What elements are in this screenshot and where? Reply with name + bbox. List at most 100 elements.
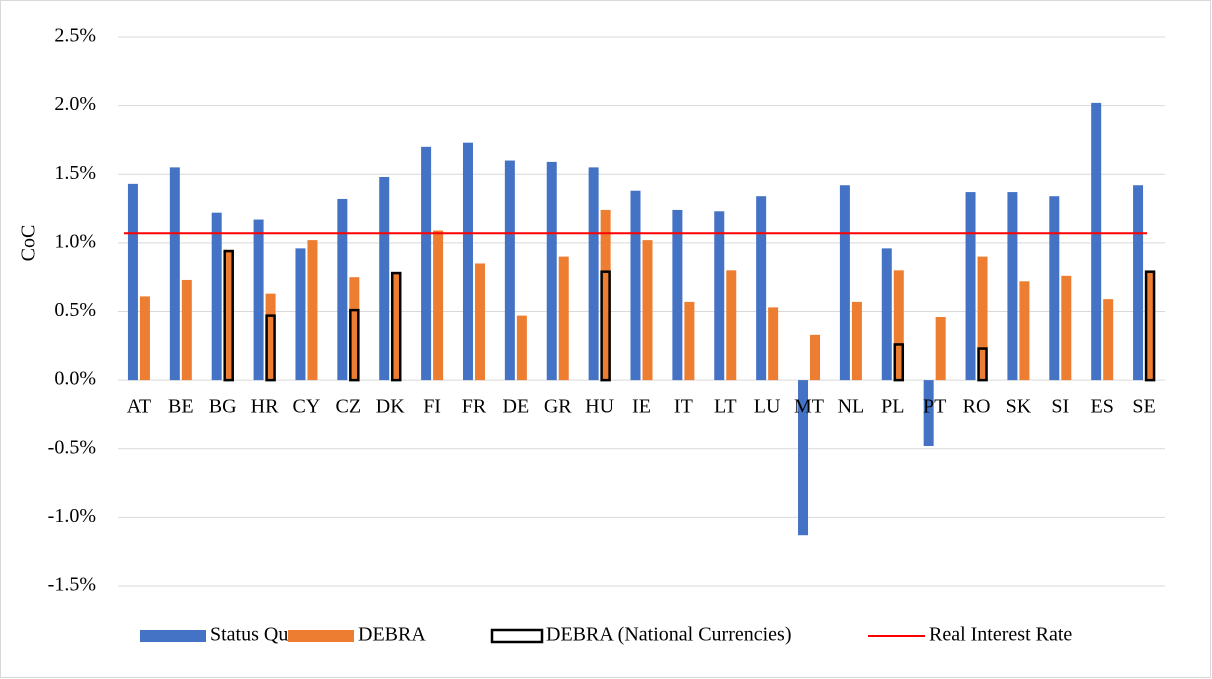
- x-tick-label: NL: [838, 396, 865, 418]
- legend-label: DEBRA (National Currencies): [546, 624, 792, 646]
- bar: [1019, 281, 1030, 381]
- bar: [600, 270, 611, 382]
- y-axis-label: CoC: [18, 225, 40, 262]
- bar: [379, 176, 390, 381]
- bar: [421, 146, 432, 381]
- bar: [253, 219, 264, 381]
- bar: [391, 273, 402, 381]
- bar: [851, 301, 862, 381]
- bar: [893, 270, 904, 381]
- bar: [1145, 271, 1156, 381]
- bar: [462, 142, 473, 381]
- legend-label: Status Quo: [210, 624, 298, 646]
- legend-swatch: [140, 630, 206, 642]
- legend-swatch: [288, 630, 354, 642]
- bar: [600, 209, 611, 381]
- bar: [1103, 299, 1114, 381]
- x-tick-label: CZ: [336, 396, 362, 418]
- x-tick-label: FR: [462, 396, 487, 418]
- bar: [433, 230, 444, 381]
- bar: [1007, 192, 1018, 381]
- x-tick-label: HU: [585, 396, 614, 418]
- x-tick-label: BE: [168, 396, 194, 418]
- bar: [756, 196, 767, 381]
- bar: [307, 240, 318, 381]
- y-tick-label: 2.0%: [54, 93, 96, 115]
- x-tick-label: IE: [632, 396, 651, 418]
- x-tick-label: DK: [376, 396, 405, 418]
- bar: [977, 347, 988, 382]
- bar: [881, 248, 892, 381]
- bar: [893, 343, 905, 382]
- x-tick-label: AT: [127, 396, 151, 418]
- bar: [558, 256, 569, 381]
- bar: [630, 190, 641, 381]
- bar: [516, 315, 527, 381]
- bar: [295, 248, 306, 381]
- bar: [181, 279, 192, 381]
- bar: [1061, 275, 1072, 381]
- y-tick-label: -0.5%: [48, 436, 96, 458]
- bar: [169, 167, 180, 381]
- bar: [642, 240, 653, 381]
- legend-swatch: [490, 628, 544, 644]
- bar: [798, 380, 809, 536]
- bar: [349, 277, 360, 381]
- bar: [474, 263, 485, 381]
- x-tick-label: RO: [963, 396, 991, 418]
- x-tick-label: BG: [209, 396, 237, 418]
- x-tick-label: GR: [544, 396, 572, 418]
- x-tick-label: LU: [754, 396, 781, 418]
- bar: [265, 293, 276, 381]
- bar: [390, 271, 402, 382]
- bar: [349, 308, 360, 382]
- y-tick-label: 0.5%: [54, 299, 96, 321]
- x-tick-label: DE: [503, 396, 530, 418]
- legend-label: DEBRA: [358, 624, 426, 646]
- x-tick-label: ES: [1091, 396, 1114, 418]
- bar: [923, 380, 934, 447]
- bar: [504, 160, 515, 381]
- x-tick-label: FI: [423, 396, 441, 418]
- bar: [965, 192, 976, 381]
- bar: [1133, 185, 1144, 381]
- bar: [935, 316, 946, 381]
- bar: [839, 185, 850, 381]
- bar: [139, 296, 150, 381]
- bar: [265, 314, 276, 382]
- x-tick-label: HR: [251, 396, 279, 418]
- bar: [768, 307, 779, 381]
- bar: [684, 301, 695, 381]
- bar: [337, 198, 348, 381]
- x-tick-label: CY: [293, 396, 321, 418]
- bar: [211, 212, 222, 381]
- bar: [588, 167, 599, 381]
- y-tick-label: -1.5%: [48, 574, 96, 596]
- x-tick-label: MT: [794, 396, 824, 418]
- y-tick-label: 0.0%: [54, 368, 96, 390]
- bar: [223, 249, 234, 381]
- x-tick-label: LT: [714, 396, 737, 418]
- bar: [810, 334, 821, 381]
- y-tick-label: 1.5%: [54, 162, 96, 184]
- x-tick-label: IT: [674, 396, 693, 418]
- x-tick-label: SI: [1051, 396, 1069, 418]
- bar: [726, 270, 737, 381]
- bar: [1091, 102, 1102, 381]
- bar: [223, 249, 234, 382]
- x-tick-label: PL: [881, 396, 904, 418]
- x-tick-label: SK: [1006, 396, 1032, 418]
- y-tick-label: 2.5%: [54, 25, 96, 47]
- x-tick-label: PT: [923, 396, 946, 418]
- bar: [714, 211, 725, 381]
- bar: [1144, 270, 1156, 382]
- x-tick-label: SE: [1132, 396, 1155, 418]
- bar: [127, 183, 138, 381]
- bar: [1049, 196, 1060, 381]
- y-tick-label: -1.0%: [48, 505, 96, 527]
- bar: [546, 161, 557, 381]
- legend-label: Real Interest Rate: [929, 624, 1072, 646]
- y-tick-label: 1.0%: [54, 230, 96, 252]
- bar: [977, 256, 988, 381]
